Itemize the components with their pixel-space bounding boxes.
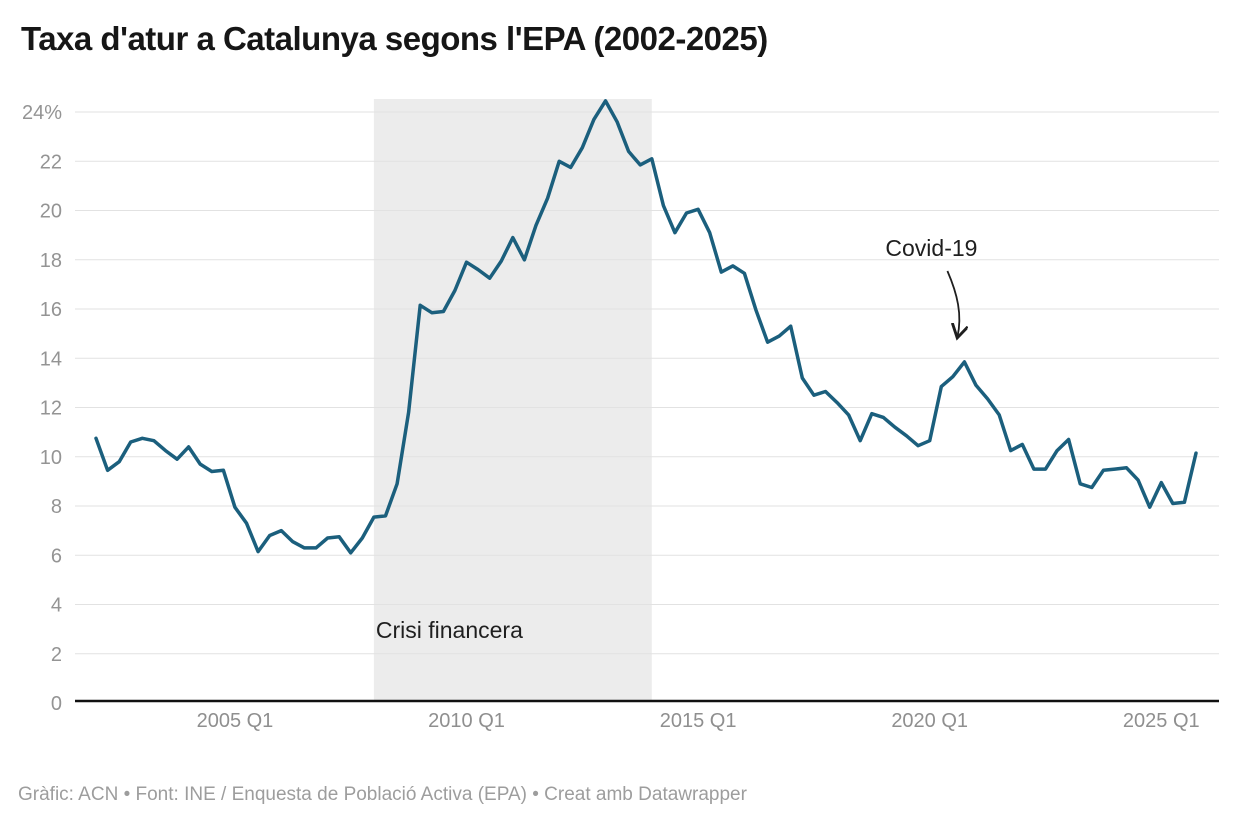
x-tick-label: 2020 Q1 — [891, 710, 968, 732]
unemployment-line — [94, 99, 1198, 555]
page-title: Taxa d'atur a Catalunya segons l'EPA (20… — [21, 20, 768, 57]
y-tick-label: 0 — [51, 693, 62, 715]
y-tick-label: 6 — [51, 545, 62, 567]
x-tick-label: 2025 Q1 — [1123, 710, 1200, 732]
y-tick-label: 14 — [40, 348, 62, 370]
y-tick-label: 2 — [51, 644, 62, 666]
y-tick-label: 24% — [22, 102, 62, 124]
y-tick-label: 4 — [51, 595, 62, 617]
y-tick-label: 8 — [51, 496, 62, 518]
crisi-financera-label: Crisi financera — [376, 617, 523, 643]
y-tick-label: 10 — [40, 447, 62, 469]
y-tick-label: 20 — [40, 201, 62, 223]
y-tick-label: 12 — [40, 398, 62, 420]
covid-arrow — [946, 270, 959, 337]
y-tick-label: 22 — [40, 151, 62, 173]
crisi-financera-band — [373, 99, 652, 701]
x-tick-label: 2005 Q1 — [197, 710, 274, 732]
x-tick-label: 2015 Q1 — [660, 710, 737, 732]
y-tick-label: 18 — [40, 250, 62, 272]
covid-label: Covid-19 — [885, 235, 977, 261]
y-tick-label: 16 — [40, 299, 62, 321]
footer-credit: Gràfic: ACN • Font: INE / Enquesta de Po… — [18, 784, 747, 805]
x-tick-label: 2010 Q1 — [428, 710, 505, 732]
